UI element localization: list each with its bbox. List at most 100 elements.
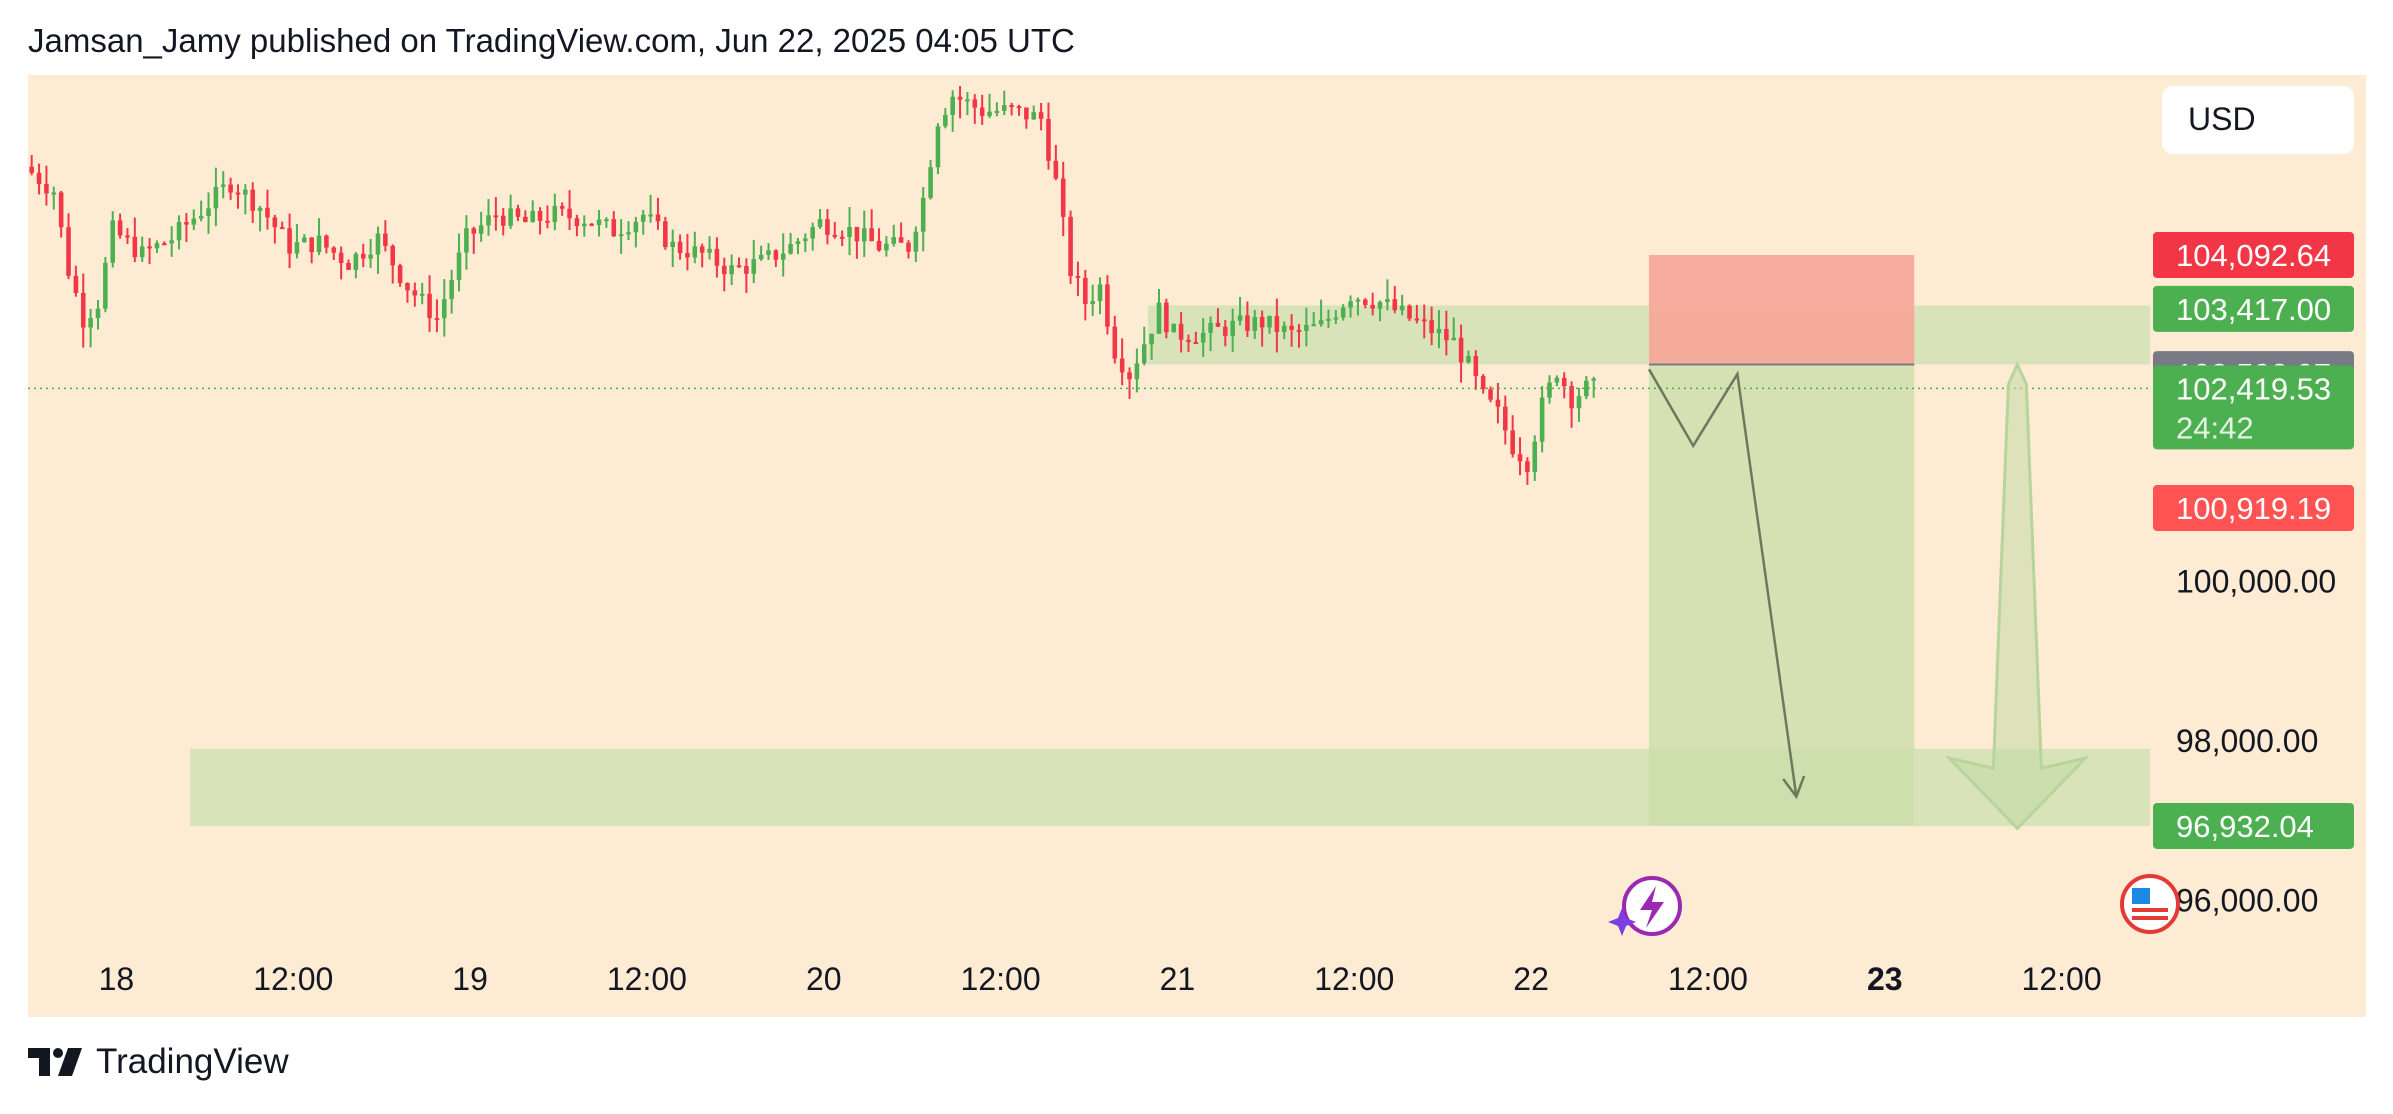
take-profit-zone[interactable] xyxy=(1648,364,1915,826)
low-price-label: 100,919.19 xyxy=(2153,485,2354,532)
candle xyxy=(1046,102,1051,170)
time-tick-label: 12:00 xyxy=(1314,961,1394,997)
price-labels-layer: 104,092.64103,417.00102,598.97102,419.53… xyxy=(2153,231,2354,849)
candle xyxy=(73,265,79,297)
last-price-label: 102,419.53 24:42 xyxy=(2153,365,2354,450)
candle xyxy=(397,263,403,287)
candle xyxy=(618,219,624,254)
candle xyxy=(154,240,160,253)
candle xyxy=(442,279,447,337)
candle xyxy=(987,93,992,119)
candle xyxy=(309,237,314,264)
candle xyxy=(346,259,351,270)
projection-path[interactable] xyxy=(1647,368,1798,797)
candle xyxy=(1503,395,1508,445)
candle xyxy=(589,223,594,227)
candle xyxy=(117,213,123,239)
candle xyxy=(500,208,506,236)
candle xyxy=(552,193,558,231)
candle xyxy=(162,241,167,246)
time-tick-label: 12:00 xyxy=(253,961,333,997)
svg-text:96,932.04: 96,932.04 xyxy=(2176,809,2314,844)
time-tick-label: 12:00 xyxy=(2022,961,2102,997)
candle xyxy=(537,207,543,235)
candle xyxy=(1259,310,1265,347)
candle xyxy=(390,244,396,284)
candle xyxy=(1407,304,1412,322)
footer: TradingView xyxy=(28,1042,289,1082)
candle xyxy=(80,273,86,348)
candle xyxy=(1215,308,1221,328)
candle xyxy=(29,155,34,176)
candle xyxy=(640,209,646,235)
lightning-event-icon[interactable] xyxy=(1608,876,1682,936)
candle xyxy=(132,217,138,263)
candle xyxy=(744,258,749,293)
time-tick-label: 18 xyxy=(99,961,135,997)
candle xyxy=(338,246,344,280)
candle xyxy=(1289,314,1294,347)
event-icons-layer xyxy=(1608,874,2180,936)
candle xyxy=(604,217,609,228)
candle xyxy=(287,213,292,269)
candle xyxy=(471,226,477,254)
candle xyxy=(1245,301,1250,338)
candle xyxy=(707,236,712,260)
candle xyxy=(913,226,919,263)
candle xyxy=(324,234,329,254)
time-tick-label: 21 xyxy=(1160,961,1196,997)
currency-selector-box[interactable] xyxy=(2162,86,2354,154)
candle xyxy=(920,186,926,252)
candle xyxy=(1016,104,1022,116)
candle xyxy=(353,252,359,279)
candle xyxy=(486,199,491,236)
price-tick-label: 100,000.00 xyxy=(2176,563,2336,599)
candle xyxy=(58,190,64,238)
us-flag-event-icon[interactable] xyxy=(2120,874,2180,934)
candle xyxy=(294,224,300,259)
time-tick-label: 20 xyxy=(806,961,842,997)
candle xyxy=(876,228,882,252)
candle xyxy=(1083,269,1088,321)
stop-loss-zone[interactable] xyxy=(1648,254,1915,365)
candle xyxy=(1171,323,1177,333)
candle xyxy=(169,226,174,257)
candle xyxy=(110,211,116,268)
candle xyxy=(36,163,42,195)
candle xyxy=(176,215,182,250)
currency-selector[interactable]: USD xyxy=(2162,86,2354,154)
candle xyxy=(456,233,462,292)
candle xyxy=(184,212,189,242)
candle xyxy=(1119,338,1125,386)
candle xyxy=(721,257,727,292)
candle xyxy=(1414,304,1420,324)
candle xyxy=(1105,275,1110,335)
candle xyxy=(1304,307,1309,347)
candle xyxy=(464,215,469,270)
candle xyxy=(220,171,226,199)
candle xyxy=(545,205,550,229)
candle xyxy=(1134,348,1140,393)
candle xyxy=(1230,308,1235,352)
candle xyxy=(1156,289,1162,334)
candle xyxy=(1149,333,1154,360)
candle xyxy=(257,205,263,232)
candle xyxy=(1164,298,1169,339)
candle xyxy=(250,182,256,223)
candle xyxy=(228,177,233,200)
candle xyxy=(1385,279,1390,311)
candle xyxy=(1525,457,1530,485)
overlay-layer xyxy=(28,360,2150,831)
candle xyxy=(1267,315,1272,334)
tradingview-wordmark[interactable]: TradingView xyxy=(96,1042,289,1081)
candle xyxy=(906,240,911,259)
chart-background xyxy=(28,75,2366,1017)
candle xyxy=(1517,437,1523,476)
candle xyxy=(1377,300,1383,322)
candle xyxy=(699,243,705,268)
candle xyxy=(1097,277,1103,315)
candle xyxy=(788,232,793,255)
down-arrow-marker[interactable] xyxy=(1944,360,2090,831)
candle xyxy=(1038,103,1044,131)
